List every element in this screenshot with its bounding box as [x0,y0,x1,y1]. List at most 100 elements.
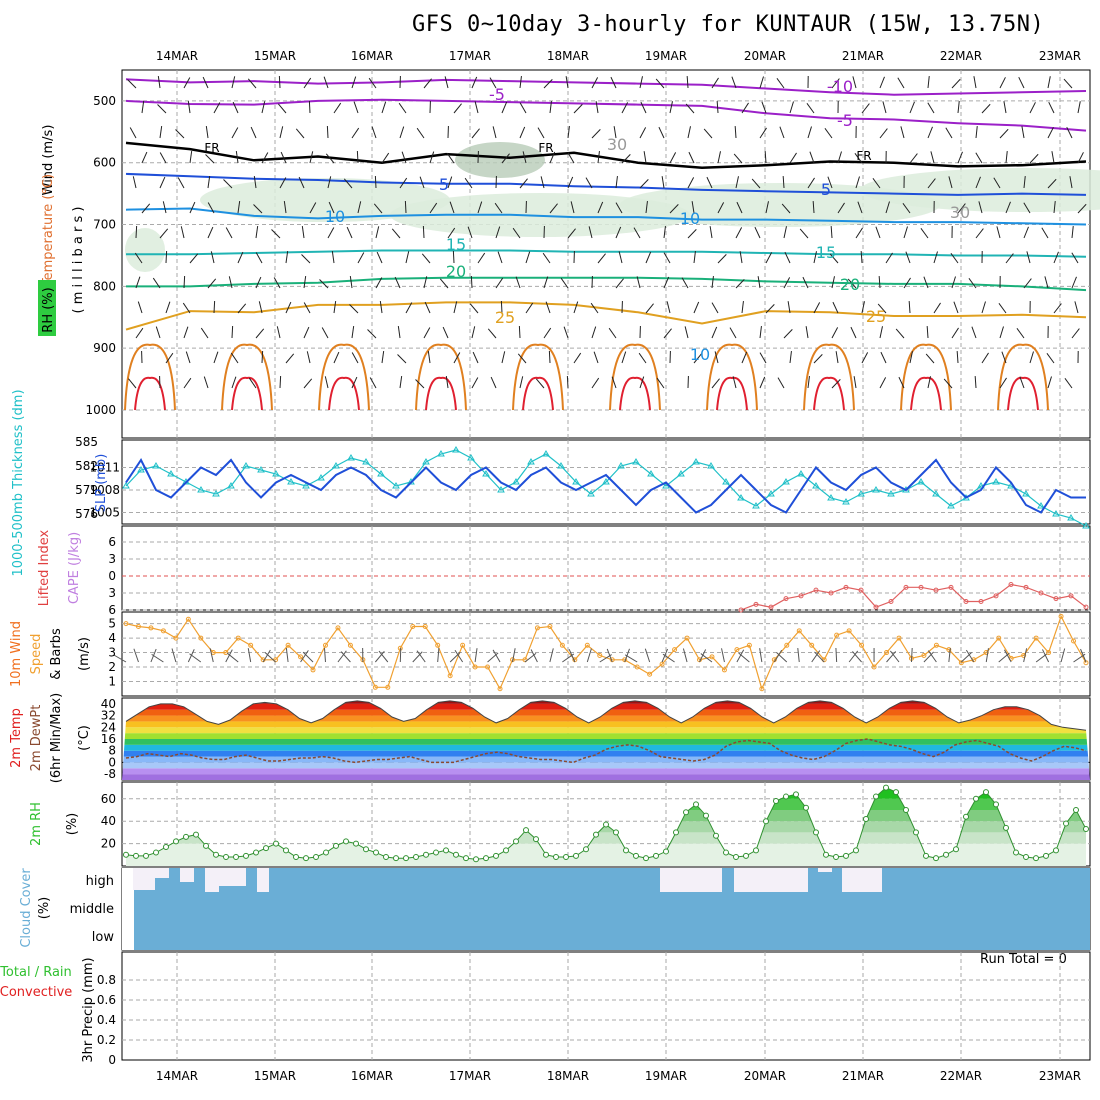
wind-barb [1051,151,1055,164]
wind-barb [973,76,977,89]
rh-marker [533,836,539,843]
thickness-marker [257,466,265,473]
wind-barb [213,102,221,114]
wind-barb [857,201,863,214]
wind-barb [639,179,649,189]
wind-barb [331,251,335,264]
hot-contour [522,376,554,411]
wind10m-axis-label: 10m Wind [9,621,24,687]
wind-barb [854,152,863,164]
wind-barb-10m [337,650,347,663]
cloud-gap-high [180,868,194,882]
thickness-marker [797,470,805,477]
wind-barb [357,201,362,214]
wind-barb [765,201,769,214]
wind-barb [909,153,918,164]
wind-speed-marker [185,616,191,622]
wind-barb [877,303,887,314]
wind-barb [948,176,953,189]
rh-marker [873,793,879,800]
rh-marker [773,798,779,805]
temp-color-band [122,721,1090,728]
wind-barb [357,252,365,264]
wind-barb-10m [374,650,385,663]
thickness-marker [497,486,505,493]
contour-label: -5 [837,111,853,130]
wind-barb [545,301,551,314]
wind-barb [205,126,209,139]
wind-barb [1069,176,1073,189]
wind-barb [323,76,329,89]
wind-barb [691,201,695,214]
wind-barb-10m [886,651,897,663]
wind-barb [447,227,456,239]
thickness-marker [167,470,175,477]
wind-barb [832,301,839,314]
warm-contour [900,343,952,411]
wind-barb [806,102,815,114]
thickness-marker [647,470,655,477]
warm-contour [803,343,855,411]
wind-barb [474,101,479,114]
warm-contour [221,343,273,411]
wind-barb [1019,376,1025,389]
wind-barb [1016,327,1025,339]
wind-barb [356,150,359,164]
wind-barb [351,352,359,364]
wind-barb [375,277,383,289]
wind-barb [519,126,526,139]
wind-barb [439,278,449,289]
wind-barb-10m [151,653,164,663]
wind-barb [152,277,161,289]
lifted-index-marker [873,604,879,610]
minmax-axis-label: (6hr Min/Max) [49,693,64,783]
wind-barb [853,376,857,389]
wind-barb [525,251,531,264]
wind-barb [681,277,689,289]
wind-barb [1029,153,1039,164]
thickness-marker [737,494,745,501]
wind-speed-marker [958,660,964,666]
rh-marker [993,801,999,808]
rh-marker [1013,849,1019,856]
wind-barb-10m [889,650,900,663]
wind-barb [981,103,991,114]
temp-color-band [122,739,1090,745]
thickness-tick-label: 576 [75,507,98,521]
temp-bands [122,700,1090,780]
date-label-top: 14MAR [156,49,198,63]
rh-marker [493,852,499,859]
wind-barb [237,251,244,264]
cloud-level-label: high [86,874,114,889]
isotherm-10 [125,207,1087,226]
wind-speed-marker [460,642,466,648]
cloud-gap-high [660,868,722,892]
wind-barb [543,79,553,89]
wind-speed-marker [447,673,453,679]
warm-contour [706,343,758,411]
isotherm-FR [125,141,1087,169]
lifted-index-axis-label: Lifted Index [37,529,52,606]
wind-barb [732,376,737,389]
wind-speed-marker [235,635,241,641]
cloud-gap-high [818,868,832,872]
rh-tick-label: 60 [101,792,116,806]
wind-barb-10m [773,649,783,663]
wind-barb [975,126,978,139]
wind-barb [141,151,148,164]
wind-barb [831,78,840,89]
cape-axis-label: CAPE (J/kg) [67,532,82,604]
temp-tick-label: 0 [108,755,116,769]
wind-barb [132,176,137,189]
lifted-index-marker [918,584,924,590]
wind-barb [736,201,743,214]
wind-barb [205,154,215,164]
thickness-line [125,449,1087,527]
wind-barb-10m [700,653,713,663]
wind-barb [951,327,959,339]
thickness-marker [752,502,760,509]
wind-barb [717,254,727,264]
rh-marker [133,852,139,859]
temp-tick-label: 24 [101,720,116,734]
wind-barb [1064,377,1073,389]
